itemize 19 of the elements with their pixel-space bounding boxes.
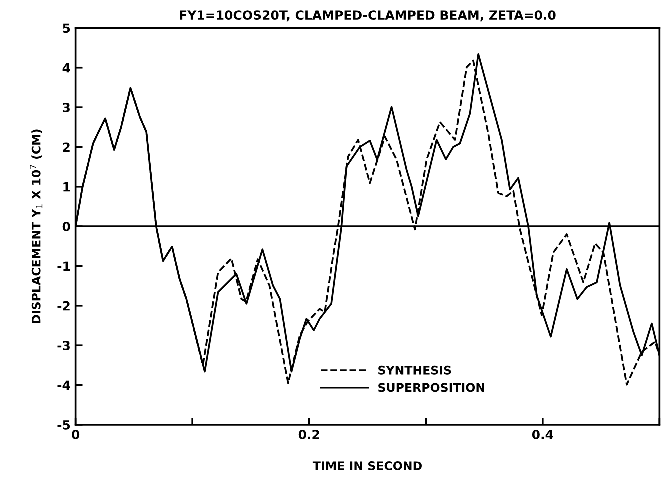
y-tick-label: -5 — [58, 420, 70, 430]
y-tick-label: 5 — [63, 24, 70, 34]
x-axis-title: TIME IN SECOND — [312, 462, 422, 470]
y-axis-title: DISPLACEMENT Y$_{1}$ X 10$^{7}$ (CM) — [30, 130, 43, 324]
y-tick-label: 3 — [63, 103, 70, 112]
chart-title: FY1=10COS20T, CLAMPED-CLAMPED BEAM, ZETA=0.0 — [180, 10, 556, 22]
x-tick-label: 0.2 — [298, 430, 320, 440]
x-tick-label: 0.4 — [532, 430, 554, 440]
y-tick-label: -4 — [58, 380, 70, 390]
y-tick-label: -3 — [58, 341, 70, 351]
y-tick-label: 2 — [63, 142, 70, 152]
y-tick-label: -2 — [58, 301, 70, 311]
y-tick-label: 1 — [64, 182, 70, 192]
legend-label: SUPERPOSITION — [378, 383, 484, 392]
y-tick-label: -1 — [58, 262, 70, 271]
y-tick-label: 4 — [62, 64, 70, 73]
x-tick-label: 0 — [72, 430, 80, 440]
legend-label: SYNTHESIS — [378, 366, 452, 375]
y-tick-label: 0 — [62, 222, 70, 232]
